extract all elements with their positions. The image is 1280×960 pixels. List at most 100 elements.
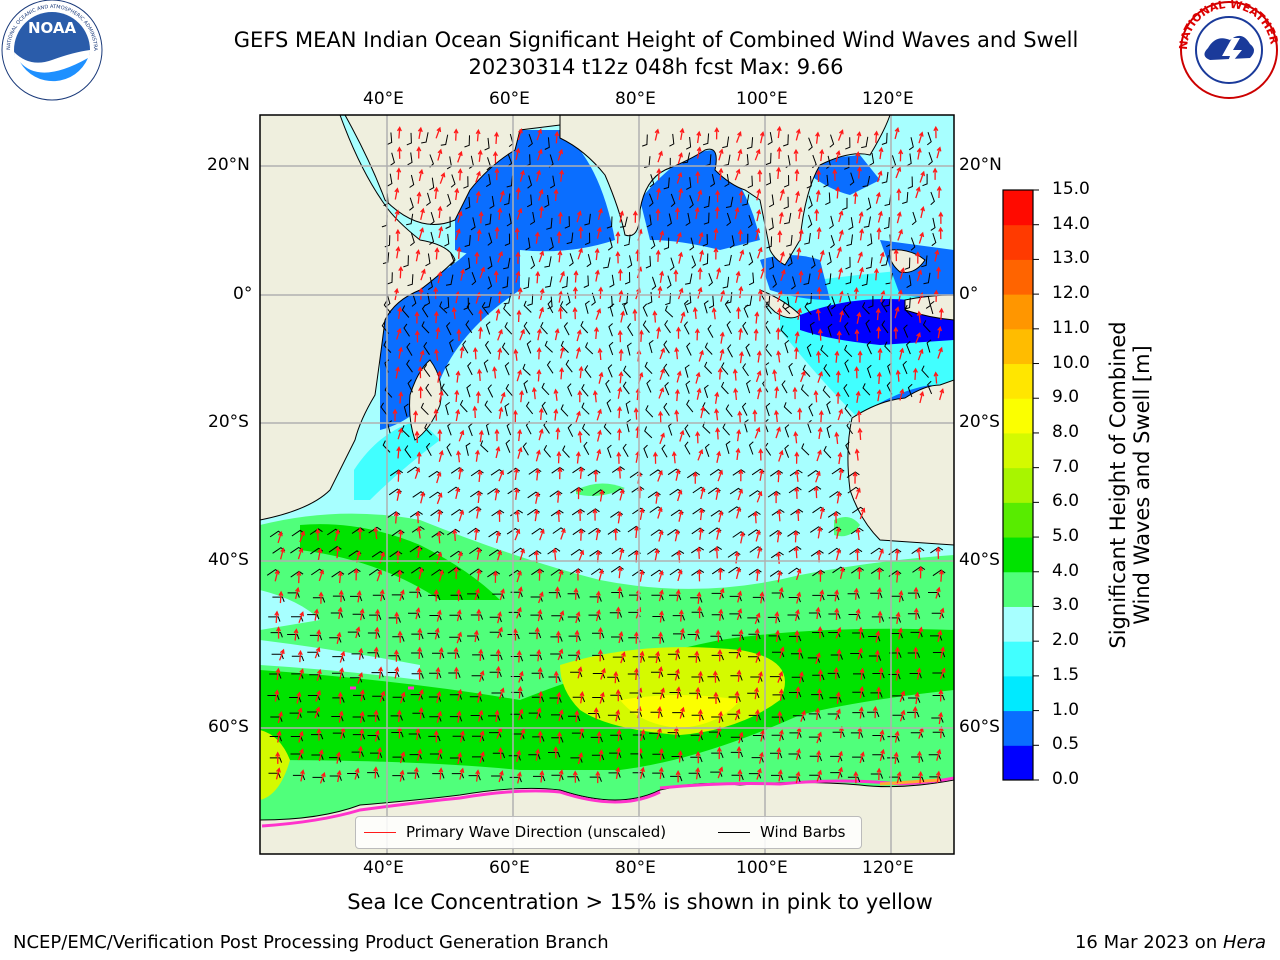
wind-barb bbox=[903, 324, 909, 338]
wave-arrow bbox=[495, 530, 501, 544]
wind-barb bbox=[584, 365, 592, 379]
wave-arrow bbox=[498, 406, 504, 419]
wind-barb bbox=[607, 444, 612, 458]
wind-barb bbox=[411, 526, 425, 533]
wind-barb bbox=[912, 776, 925, 783]
colorbar-segment bbox=[1003, 259, 1033, 295]
wave-arrow bbox=[938, 689, 944, 702]
wave-arrow bbox=[418, 385, 424, 399]
wind-barb bbox=[684, 441, 691, 455]
wave-arrow bbox=[899, 690, 906, 703]
wave-arrow bbox=[816, 350, 822, 363]
wind-barb bbox=[722, 423, 730, 436]
wave-arrow bbox=[378, 666, 384, 679]
wind-barb bbox=[445, 402, 450, 416]
wind-barb bbox=[540, 321, 548, 335]
wind-barb bbox=[531, 672, 544, 679]
wind-barb bbox=[747, 511, 761, 518]
wave-arrow bbox=[754, 709, 760, 722]
wind-barb bbox=[429, 672, 442, 678]
wave-arrow bbox=[498, 770, 504, 783]
wind-barb bbox=[808, 403, 814, 417]
wave-arrow bbox=[397, 630, 403, 643]
wave-arrow bbox=[298, 730, 304, 743]
wave-arrow bbox=[476, 568, 482, 581]
wave-arrow bbox=[456, 328, 462, 342]
wave-arrow bbox=[937, 346, 943, 359]
wind-barb bbox=[782, 301, 791, 315]
wave-arrow bbox=[456, 631, 463, 644]
wave-arrow bbox=[476, 490, 482, 503]
wave-arrow bbox=[417, 646, 423, 660]
wind-barb bbox=[440, 134, 449, 146]
wind-barb bbox=[390, 152, 395, 166]
wave-arrow bbox=[917, 348, 924, 361]
lon-tick-top-40: 40°E bbox=[363, 89, 404, 109]
wind-barb bbox=[741, 402, 748, 416]
wind-barb bbox=[711, 716, 724, 722]
wind-barb bbox=[331, 570, 345, 578]
wave-arrow bbox=[833, 510, 839, 524]
wave-arrow bbox=[415, 585, 421, 599]
wave-arrow bbox=[675, 648, 680, 661]
wave-arrow bbox=[516, 749, 522, 762]
wave-arrow bbox=[433, 730, 439, 743]
wave-arrow bbox=[416, 748, 423, 761]
wind-barb bbox=[752, 596, 766, 603]
wave-arrow bbox=[339, 667, 345, 680]
wave-arrow bbox=[578, 365, 584, 379]
wave-arrow bbox=[398, 265, 404, 279]
wave-arrow bbox=[418, 688, 424, 701]
wave-arrow bbox=[578, 466, 584, 479]
wave-arrow bbox=[697, 670, 703, 684]
colorbar-tick-label: 6.0 bbox=[1052, 491, 1080, 512]
wind-barb bbox=[810, 255, 816, 269]
wave-arrow bbox=[697, 448, 704, 461]
wave-arrow bbox=[640, 729, 646, 742]
wind-barb bbox=[589, 776, 602, 782]
wind-barb bbox=[826, 401, 831, 415]
wave-arrow bbox=[497, 611, 502, 624]
wind-barb bbox=[607, 528, 621, 535]
wave-arrow bbox=[479, 751, 485, 764]
wind-barb bbox=[663, 402, 670, 416]
wave-arrow bbox=[575, 451, 581, 464]
chart-title: GEFS MEAN Indian Ocean Significant Heigh… bbox=[233, 28, 1079, 52]
wave-arrow bbox=[417, 365, 423, 379]
wave-arrow bbox=[618, 289, 624, 303]
wave-arrow bbox=[793, 545, 799, 559]
wave-arrow bbox=[519, 728, 526, 741]
wave-arrow bbox=[436, 492, 443, 505]
wind-barb bbox=[865, 257, 873, 269]
wind-barb bbox=[550, 509, 564, 517]
wind-barb bbox=[783, 134, 789, 147]
wave-arrow bbox=[855, 487, 861, 500]
wind-barb bbox=[689, 195, 694, 209]
wave-arrow bbox=[674, 346, 680, 360]
wave-arrow bbox=[757, 169, 763, 182]
wave-arrow bbox=[717, 367, 723, 380]
wind-barb bbox=[492, 752, 506, 759]
colorbar-tick-label: 9.0 bbox=[1052, 387, 1080, 408]
wind-barb bbox=[923, 272, 931, 285]
wave-arrow bbox=[755, 370, 762, 383]
wind-barb bbox=[464, 135, 470, 148]
wind-barb bbox=[269, 736, 282, 742]
wave-arrow bbox=[459, 730, 465, 743]
wave-arrow bbox=[538, 205, 544, 219]
wind-barb bbox=[683, 321, 690, 335]
wave-arrow bbox=[558, 569, 564, 582]
wave-arrow bbox=[756, 246, 763, 259]
wind-barb bbox=[862, 383, 871, 396]
wave-arrow bbox=[438, 569, 444, 582]
wind-barb bbox=[906, 275, 912, 289]
wind-barb bbox=[431, 530, 445, 538]
wind-barb bbox=[803, 273, 811, 285]
wind-barb bbox=[669, 692, 682, 698]
wind-barb bbox=[932, 731, 945, 738]
wave-arrow bbox=[537, 666, 543, 680]
wind-barb bbox=[769, 256, 775, 270]
wind-barb bbox=[445, 363, 450, 377]
wind-barb bbox=[627, 255, 633, 269]
